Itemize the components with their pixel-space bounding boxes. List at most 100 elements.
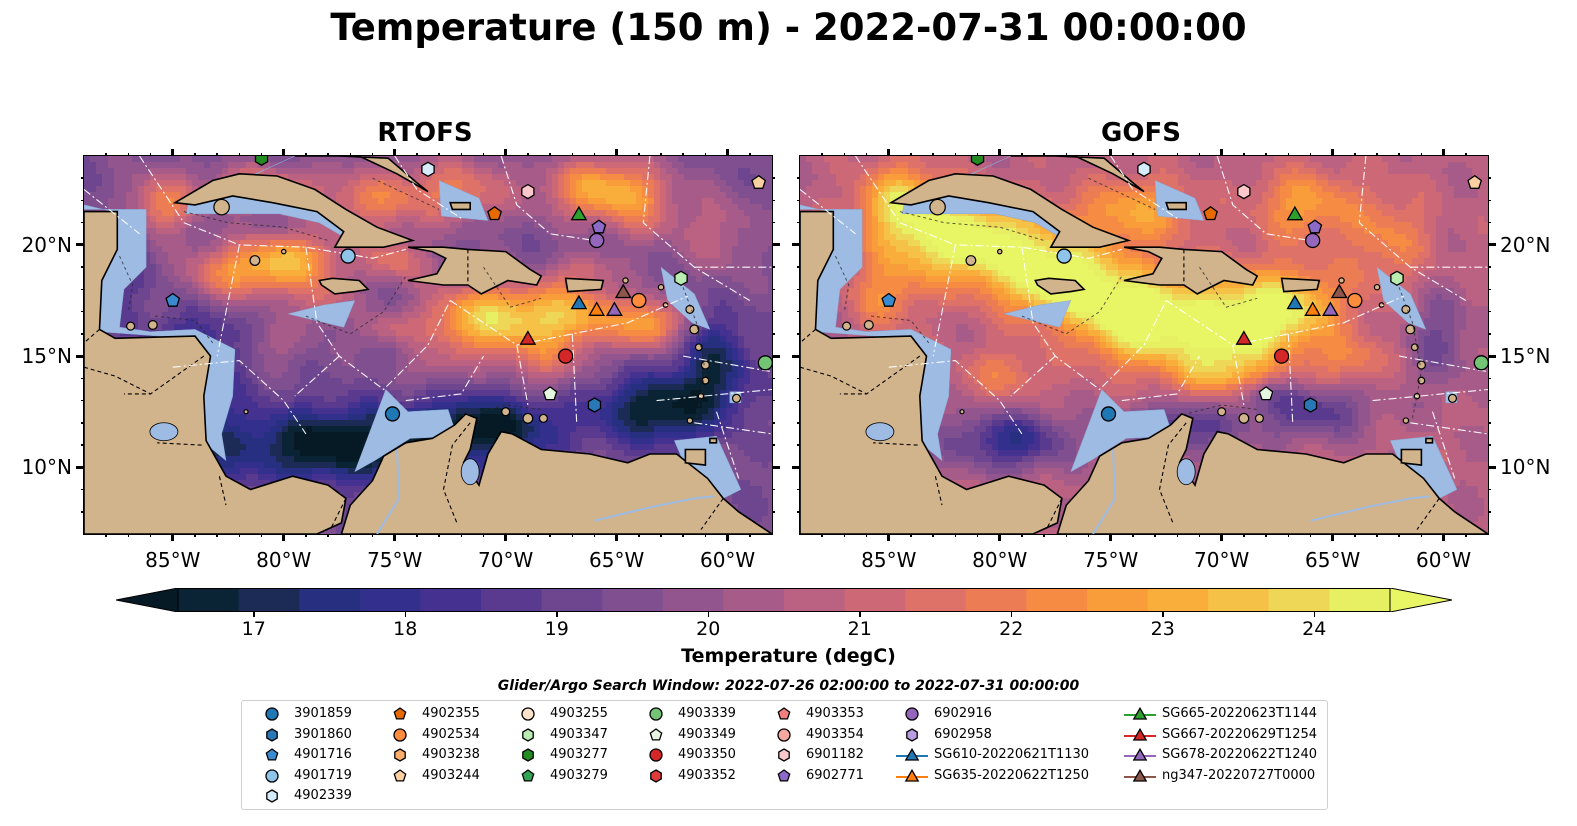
colorbar-tick-label: 17 [241, 618, 266, 640]
gofs-eez-boundaries [800, 156, 1488, 479]
marker-3901859 [1100, 406, 1117, 422]
lat-minor-tick [772, 488, 775, 491]
lon-tick-mark [504, 149, 508, 156]
circle-marker-icon [265, 768, 279, 783]
colorbar-tick-label: 19 [544, 618, 569, 640]
lat-tick-mark [1488, 243, 1496, 247]
lon-minor-tick [1287, 534, 1289, 537]
lon-tick-label: 65°W [1305, 548, 1361, 572]
lat-minor-tick [81, 377, 84, 380]
lat-minor-tick [797, 444, 800, 446]
rtofs-temperature-map [84, 156, 772, 534]
lon-minor-tick [549, 534, 551, 537]
lat-tick-mark [1488, 465, 1496, 469]
triangle-marker-icon [1124, 706, 1156, 720]
lat-minor-tick [1488, 399, 1491, 402]
lon-minor-tick [1087, 534, 1090, 537]
marker-4902339 [421, 161, 435, 178]
lon-minor-tick [1309, 534, 1312, 537]
marker-SG665-20220623T1144 [1286, 205, 1304, 221]
river [376, 449, 401, 534]
lat-minor-tick [81, 399, 84, 402]
lat-minor-tick [1488, 221, 1491, 224]
legend-entry-label: 4903277 [550, 747, 608, 762]
lat-tick-mark [792, 465, 800, 469]
lon-minor-tick [482, 153, 485, 156]
marker-4903339 [1473, 355, 1488, 371]
hexagon-marker-icon [650, 768, 662, 783]
lat-minor-tick [1488, 177, 1491, 179]
lon-minor-tick [1243, 534, 1245, 537]
colorbar-segment [420, 588, 482, 612]
colorbar-label: Temperature (degC) [681, 645, 896, 667]
lon-minor-tick [238, 153, 241, 156]
land-puerto-rico [1280, 277, 1321, 293]
hexagon-marker-icon [394, 748, 406, 762]
lat-minor-tick [797, 399, 800, 402]
lon-minor-tick [416, 534, 418, 537]
lon-tick-mark [998, 534, 1002, 541]
rtofs-land [84, 156, 772, 534]
lon-minor-tick [1287, 153, 1289, 156]
legend-entry-label: 4903255 [550, 706, 608, 721]
lon-minor-tick [865, 534, 868, 537]
marker-4903244 [1467, 174, 1483, 189]
colorbar-tick-mark [859, 612, 861, 617]
lon-minor-tick [416, 153, 418, 156]
lat-minor-tick [772, 422, 775, 424]
legend-entry-label: SG665-20220623T1144 [1162, 706, 1318, 721]
lat-minor-tick [797, 199, 800, 202]
lon-tick-label: 60°W [1415, 548, 1472, 572]
lake-maracaibo [1176, 458, 1196, 486]
lon-minor-tick [910, 534, 912, 537]
land-caicos [1165, 201, 1188, 211]
colorbar-tick-label: 21 [847, 618, 872, 640]
lon-minor-tick [1087, 153, 1090, 156]
lon-tick-mark [615, 534, 619, 541]
lon-minor-tick [127, 534, 130, 537]
colorbar-segment [178, 588, 240, 612]
colorbar [115, 587, 1453, 613]
lon-minor-tick [327, 153, 329, 156]
lon-minor-tick [704, 153, 707, 156]
lon-minor-tick [749, 153, 751, 156]
lat-minor-tick [1488, 266, 1491, 268]
lon-minor-tick [127, 153, 130, 156]
lat-minor-tick [772, 511, 775, 513]
lon-minor-tick [527, 534, 529, 537]
lat-minor-tick [772, 199, 775, 202]
lon-minor-tick [954, 153, 957, 156]
lon-minor-tick [260, 153, 263, 156]
circle-marker-icon [649, 707, 663, 721]
colorbar-segment [359, 588, 421, 612]
legend-entry-label: 4903339 [678, 706, 736, 721]
lat-minor-tick [797, 377, 800, 380]
lon-minor-tick [682, 534, 684, 537]
colorbar-tick-label: 22 [999, 618, 1024, 640]
lon-tick-mark [726, 534, 730, 541]
lon-minor-tick [460, 534, 463, 537]
colorbar-tick-mark [1010, 612, 1012, 617]
lon-minor-tick [1420, 153, 1423, 156]
lon-tick-mark [1109, 149, 1113, 156]
lat-minor-tick [1488, 422, 1491, 424]
colorbar-segment [299, 588, 361, 612]
colorbar-segment [1208, 588, 1270, 612]
lon-tick-label: 85°W [145, 548, 201, 572]
legend-entry-label: 3901859 [294, 706, 352, 721]
circle-marker-icon [265, 707, 279, 721]
legend-entry-label: 4902534 [422, 726, 480, 742]
colorbar-gradient [115, 587, 1453, 613]
lon-tick-mark [1331, 534, 1335, 541]
hexagon-marker-icon [522, 748, 534, 762]
lat-minor-tick [772, 266, 775, 268]
lon-minor-tick [660, 534, 662, 537]
colorbar-segment [1268, 588, 1330, 612]
colorbar-segment [723, 588, 785, 612]
lon-minor-tick [238, 534, 241, 537]
lat-minor-tick [772, 288, 775, 291]
circle-marker-icon [521, 707, 535, 721]
lon-tick-mark [1220, 149, 1224, 156]
lat-minor-tick [797, 422, 800, 424]
lon-minor-tick [821, 534, 823, 537]
